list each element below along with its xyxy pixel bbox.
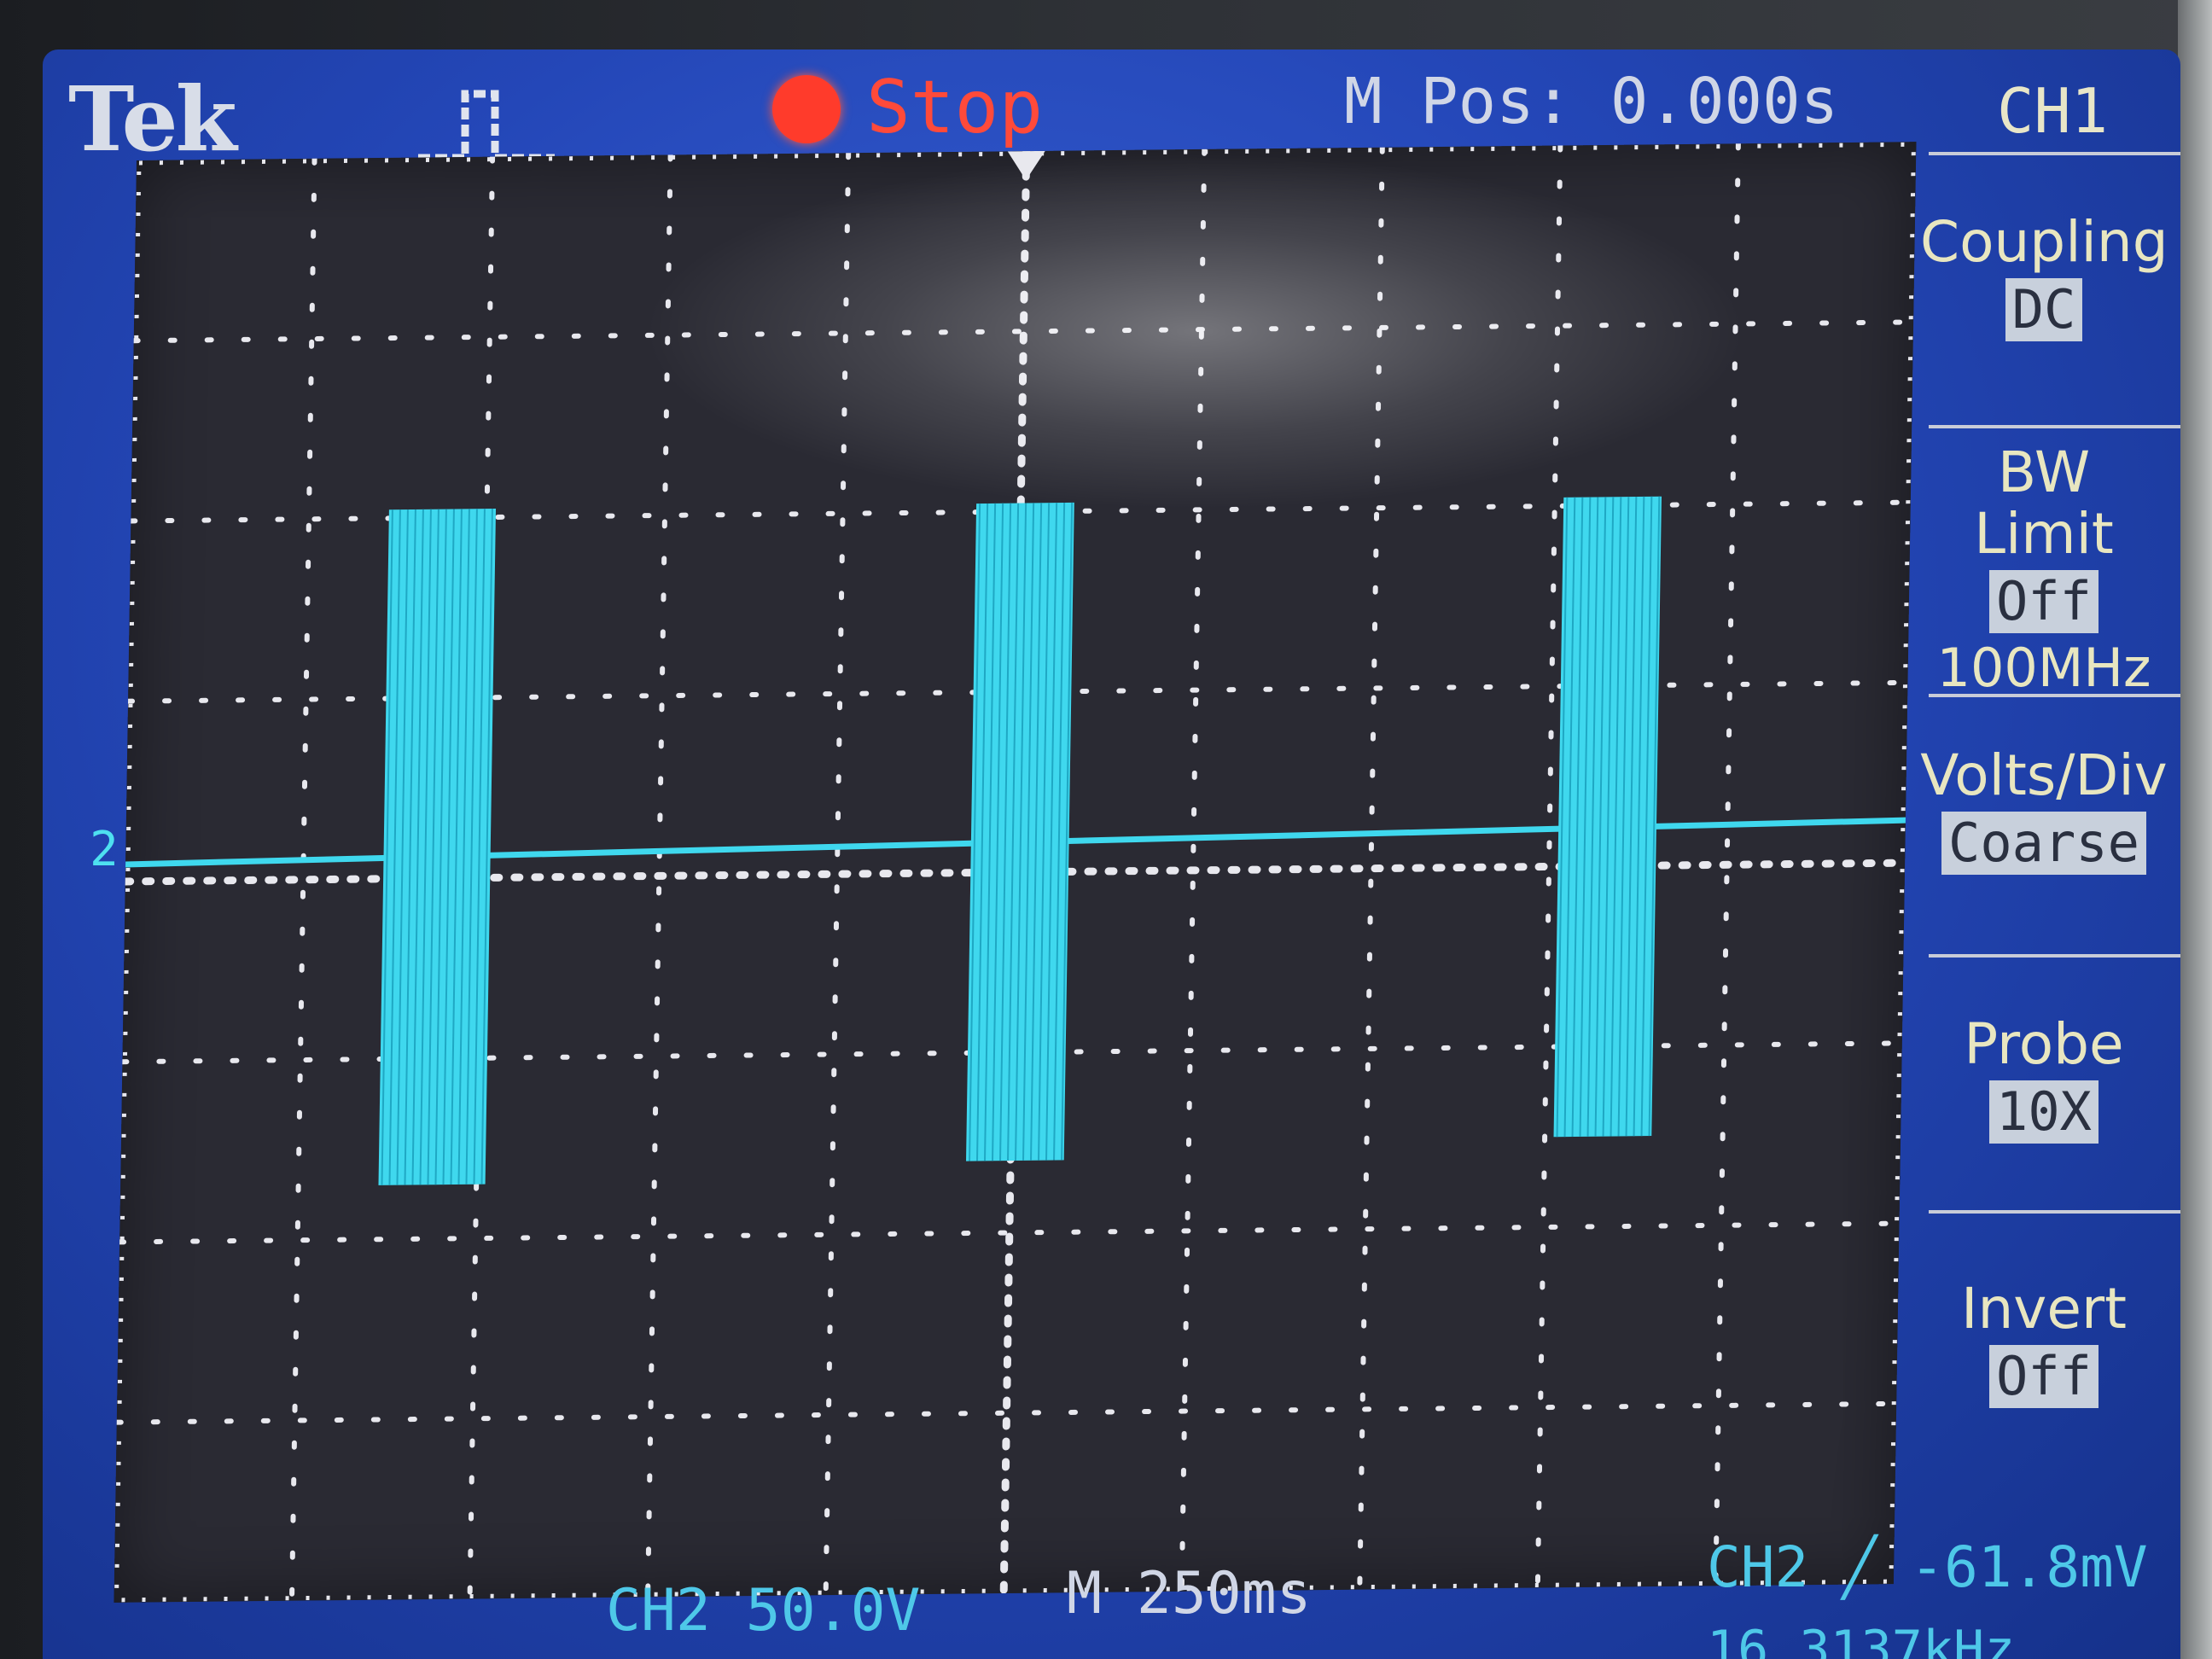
invert-value: Off — [1989, 1345, 2098, 1408]
burst-carrier-line — [396, 509, 409, 1185]
burst-carrier-line — [1617, 497, 1630, 1137]
menu-separator — [1929, 152, 2180, 155]
menu-separator — [1929, 1210, 2180, 1214]
burst-carrier-line — [1602, 497, 1615, 1137]
burst-carrier-line — [1015, 503, 1027, 1161]
volts-div-label: Volts/Div — [1920, 742, 2168, 808]
burst-carrier-line — [465, 509, 478, 1185]
burst-carrier-line — [1563, 497, 1576, 1138]
scope-frame-edge — [2178, 0, 2212, 1659]
burst-carrier-line — [419, 509, 432, 1185]
burst-carrier-line — [992, 503, 1004, 1161]
trigger-level-readout: CH2 ╱ -61.8mV — [1707, 1534, 2148, 1600]
burst-carrier-line — [1053, 503, 1066, 1161]
coupling-value: DC — [2005, 278, 2083, 341]
burst-carrier-line — [473, 509, 486, 1185]
timebase-readout: M 250ms — [1067, 1560, 1312, 1627]
probe-label: Probe — [1964, 1011, 2124, 1077]
invert-label: Invert — [1961, 1276, 2127, 1342]
burst-carrier-line — [984, 503, 997, 1161]
burst-carrier-line — [411, 509, 424, 1185]
bw-limit-bandwidth: 100MHz — [1936, 637, 2151, 699]
menu-bw-limit[interactable]: BW Limit Off 100MHz — [1920, 439, 2168, 700]
tek-logo: Tek — [68, 67, 237, 172]
burst-carrier-line — [450, 509, 463, 1185]
probe-value: 10X — [1989, 1080, 2098, 1144]
burst-carrier-line — [1610, 497, 1622, 1137]
menu-title: CH1 — [1997, 75, 2109, 147]
burst-carrier-line — [1633, 496, 1645, 1137]
burst-carrier-line — [1579, 497, 1592, 1137]
channel-2-ground-marker: 2 — [90, 822, 119, 877]
burst-carrier-line — [1007, 503, 1020, 1161]
burst-carrier-line — [969, 504, 981, 1161]
trigger-position-marker — [1007, 150, 1045, 181]
burst-carrier-line — [457, 509, 470, 1185]
coupling-label: Coupling — [1920, 209, 2168, 275]
main-position-readout: M Pos: 0.000s — [1344, 65, 1839, 138]
waveform-graticule — [114, 142, 1917, 1603]
burst-carrier-line — [427, 509, 439, 1185]
burst-carrier-line — [1022, 503, 1035, 1161]
ch2-scale-readout: CH2 50.0V — [606, 1577, 921, 1644]
volts-div-value: Coarse — [1941, 812, 2146, 875]
stop-dot-icon — [772, 75, 841, 143]
bw-limit-label: BW Limit — [1974, 439, 2114, 567]
burst-carrier-line — [976, 503, 989, 1161]
menu-coupling[interactable]: Coupling DC — [1920, 212, 2168, 341]
ch2-burst-1 — [378, 509, 497, 1185]
trigger-frequency-readout: 16.3137kHz — [1707, 1620, 2016, 1659]
menu-volts-div[interactable]: Volts/Div Coarse — [1920, 745, 2168, 875]
burst-carrier-line — [1556, 497, 1569, 1138]
graticule-horizontal-line — [117, 1220, 1902, 1245]
graticule-horizontal-line — [114, 1400, 1900, 1425]
burst-carrier-line — [1648, 496, 1661, 1137]
run-status: Stop — [866, 65, 1044, 150]
ch2-burst-3 — [1553, 496, 1662, 1138]
ch2-burst-2 — [966, 502, 1074, 1161]
burst-carrier-line — [1625, 497, 1638, 1137]
menu-separator — [1929, 425, 2180, 428]
burst-carrier-line — [442, 509, 455, 1185]
burst-carrier-line — [404, 509, 416, 1185]
burst-carrier-line — [434, 509, 447, 1185]
waveform-plot — [114, 142, 1917, 1603]
scope-screen: Tek Stop M Pos: 0.000s CH1 2 Coupling DC… — [43, 49, 2180, 1659]
menu-probe[interactable]: Probe 10X — [1920, 1014, 2168, 1144]
burst-carrier-line — [1045, 503, 1058, 1161]
menu-separator — [1929, 694, 2180, 697]
menu-invert[interactable]: Invert Off — [1920, 1278, 2168, 1408]
burst-carrier-line — [1640, 496, 1653, 1137]
burst-carrier-line — [381, 509, 393, 1185]
burst-carrier-line — [480, 509, 493, 1185]
burst-carrier-line — [1030, 503, 1043, 1161]
menu-separator — [1929, 954, 2180, 958]
burst-carrier-line — [1038, 503, 1051, 1161]
bw-limit-value: Off — [1989, 570, 2098, 633]
burst-carrier-line — [388, 509, 401, 1185]
burst-carrier-line — [1586, 497, 1599, 1137]
burst-carrier-line — [1571, 497, 1584, 1138]
burst-carrier-line — [999, 503, 1012, 1161]
burst-carrier-line — [1594, 497, 1607, 1137]
burst-carrier-line — [1061, 502, 1074, 1161]
graticule-horizontal-line — [131, 319, 1917, 344]
